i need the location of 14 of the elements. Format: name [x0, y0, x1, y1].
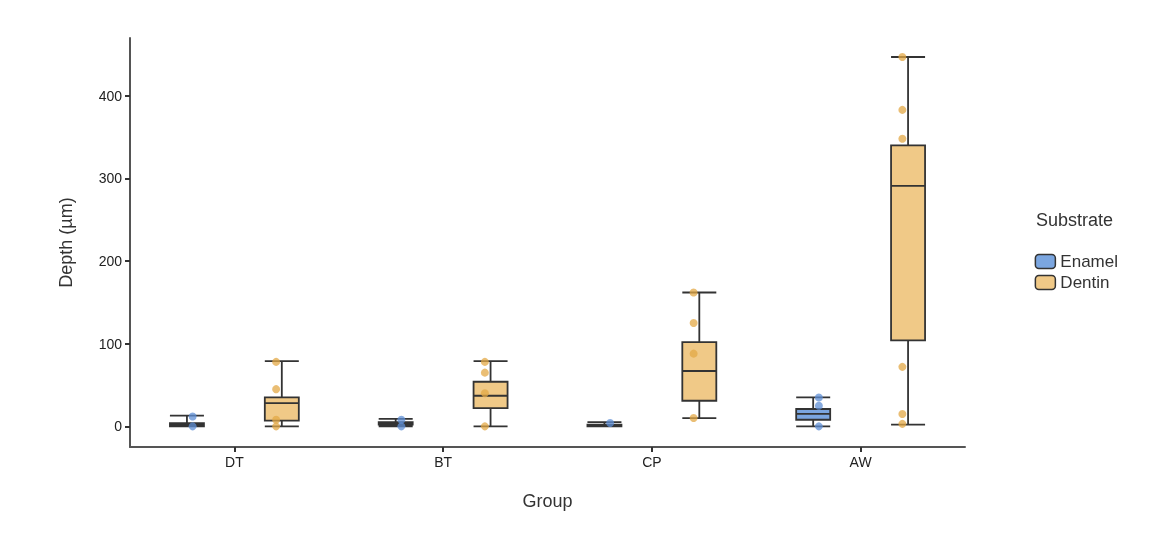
x-tick-label: AW	[849, 454, 873, 470]
x-tick-label: BT	[434, 454, 453, 470]
x-axis-title: Group	[522, 491, 573, 511]
y-tick-label: 300	[98, 170, 123, 187]
legend-label: Enamel	[1060, 252, 1118, 271]
y-tick-label: 0	[114, 418, 123, 435]
x-tick-label: DT	[225, 454, 245, 470]
legend-label: Dentin	[1060, 273, 1110, 292]
y-tick-label: 100	[98, 335, 123, 352]
y-axis-title: Depth (µm)	[56, 197, 76, 288]
y-tick-label: 400	[98, 87, 123, 104]
y-tick-label: 200	[98, 253, 123, 270]
legend-title: Substrate	[1035, 210, 1113, 230]
x-tick-label: CP	[642, 454, 662, 470]
